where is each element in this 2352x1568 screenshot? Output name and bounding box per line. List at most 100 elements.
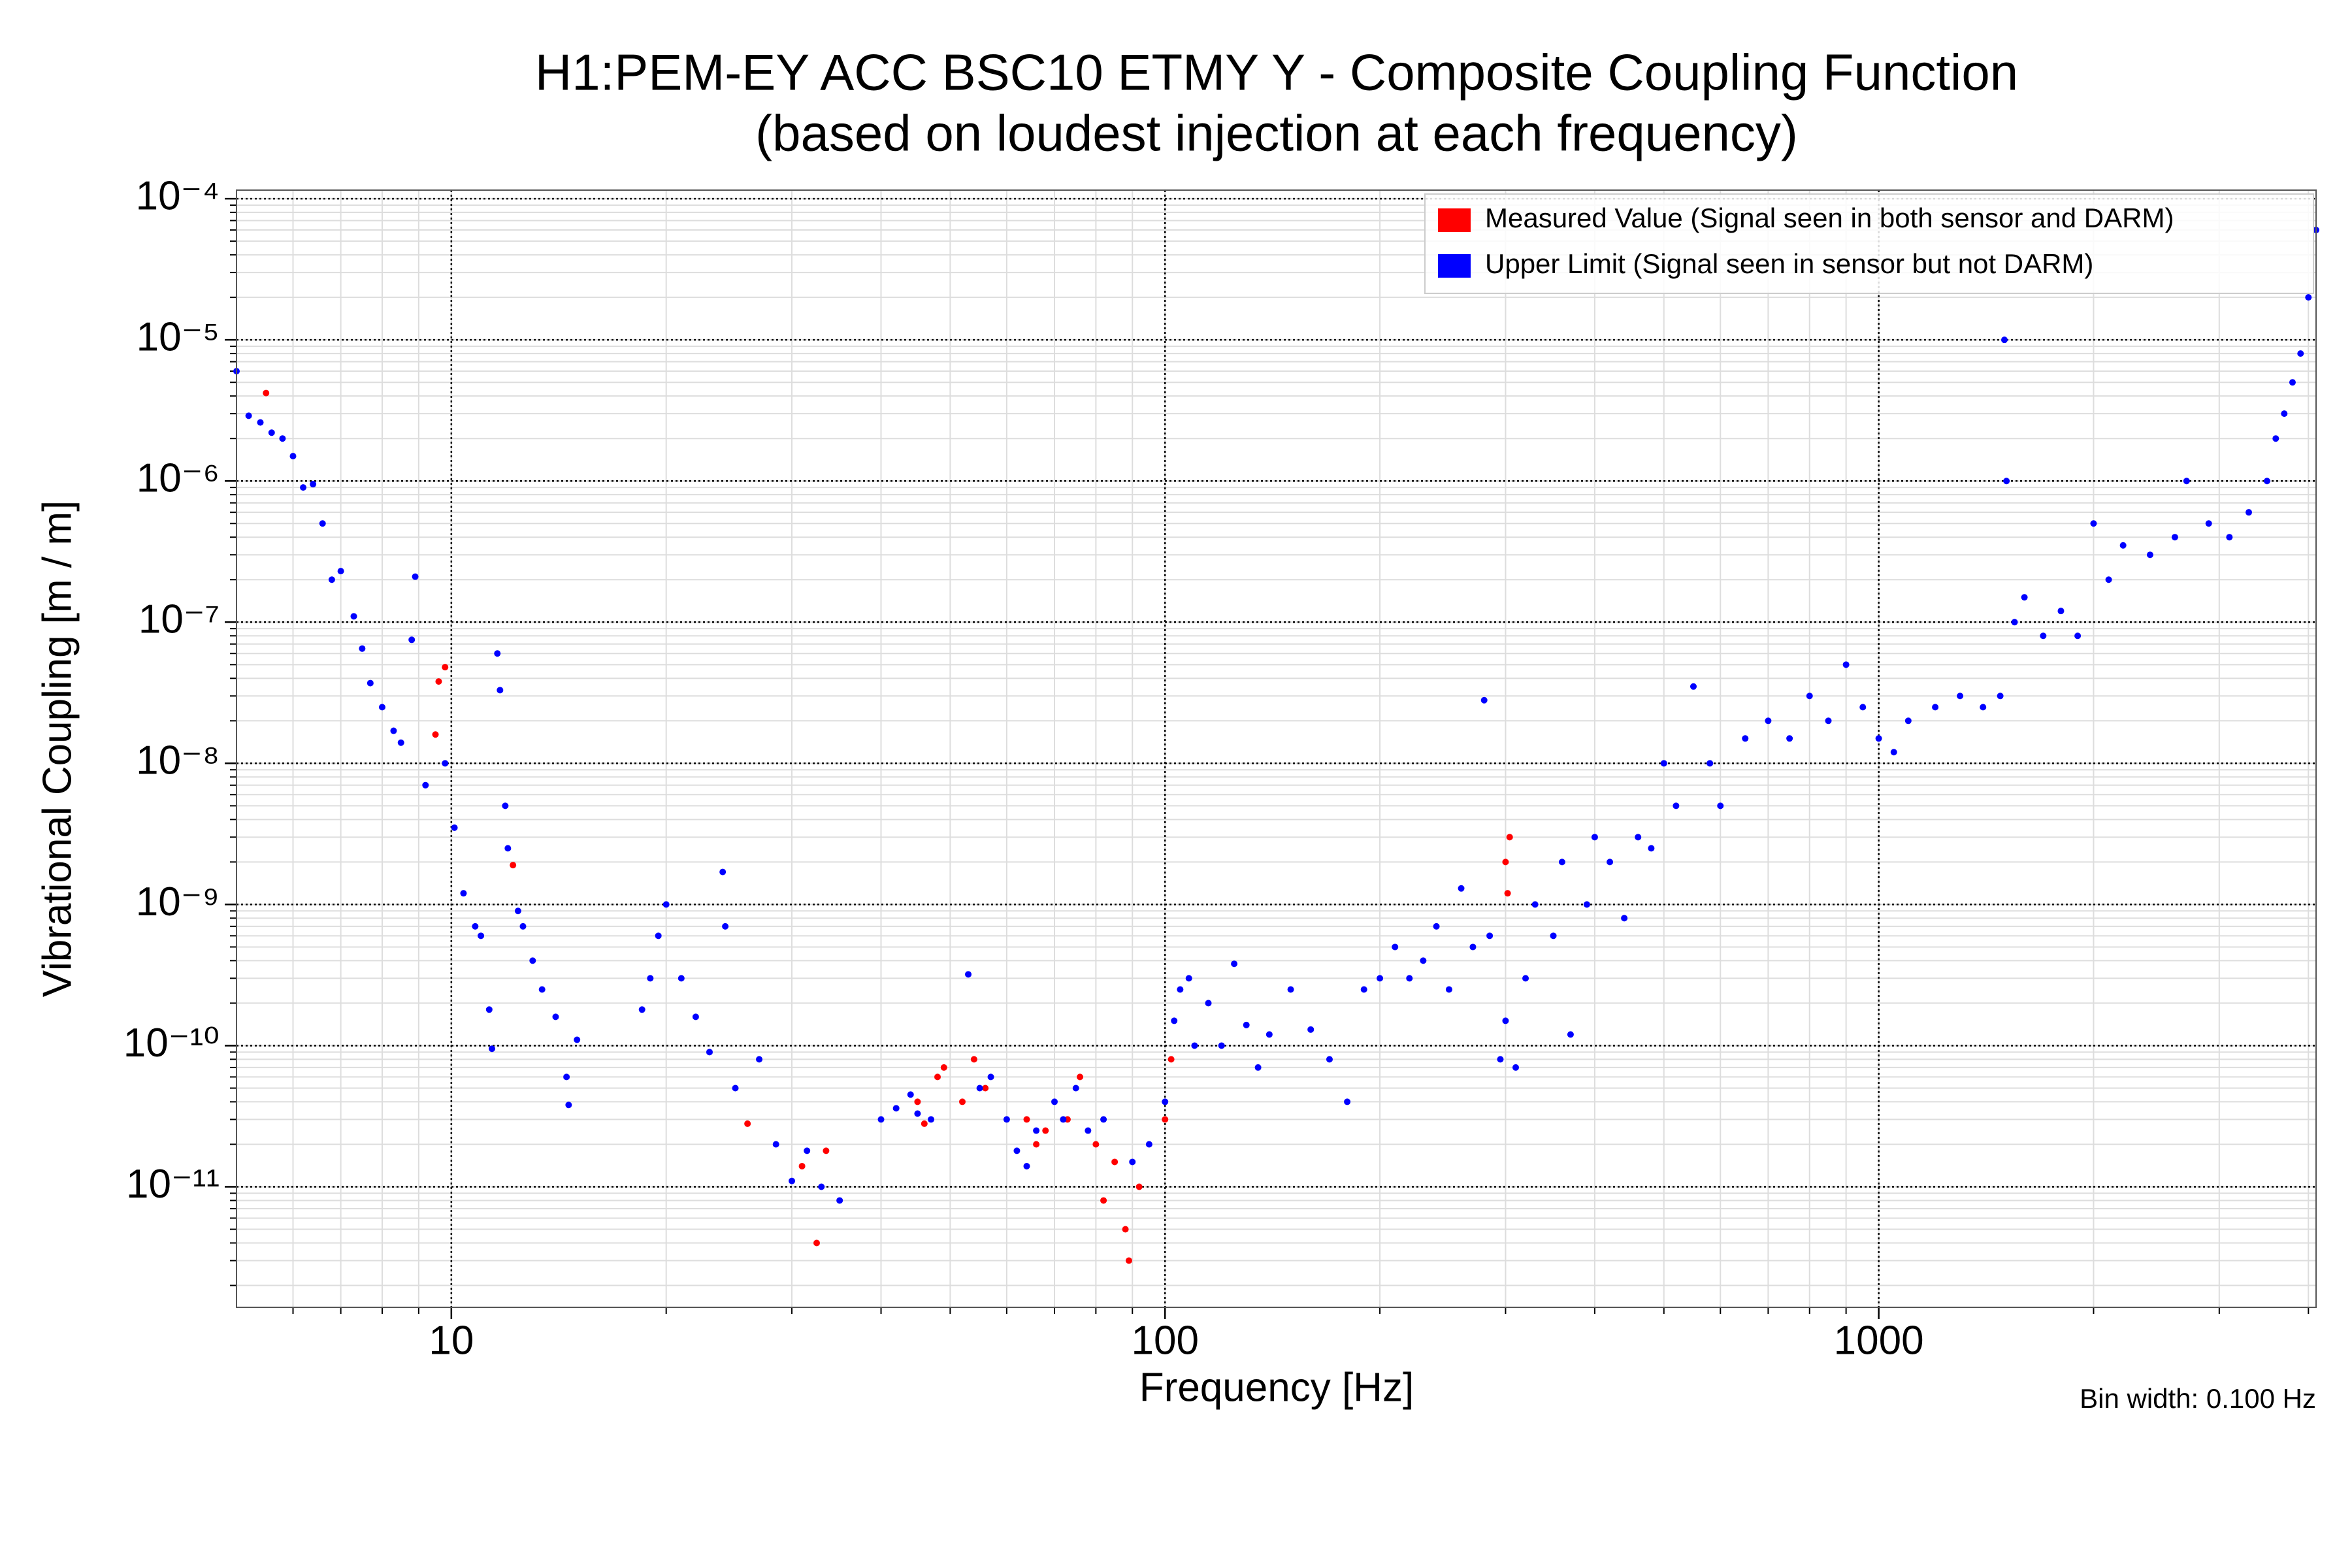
data-point — [1607, 858, 1614, 866]
data-point — [1100, 1197, 1107, 1204]
plot-frame — [236, 189, 2317, 1308]
data-point — [1085, 1127, 1092, 1134]
y-tick-label: 10⁻⁸ — [136, 738, 220, 783]
data-point — [367, 679, 374, 687]
data-point — [1218, 1042, 1225, 1049]
data-point — [678, 975, 685, 982]
data-point — [1360, 986, 1367, 993]
x-axis-label: Frequency [Hz] — [1139, 1365, 1414, 1410]
annotation: Bin width: 0.100 Hz — [2080, 1383, 2316, 1414]
data-point — [2119, 542, 2127, 549]
data-point — [337, 568, 344, 575]
data-point — [1859, 704, 1867, 711]
data-point — [1033, 1127, 1040, 1134]
data-point — [1420, 957, 1427, 964]
data-point — [1707, 760, 1714, 767]
data-point — [987, 1073, 994, 1081]
data-point — [257, 419, 264, 426]
data-point — [914, 1110, 921, 1117]
data-point — [574, 1036, 581, 1043]
data-point — [965, 971, 972, 978]
x-tick-label: 1000 — [1834, 1318, 1924, 1363]
data-point — [2040, 632, 2047, 640]
data-point — [1042, 1127, 1049, 1134]
data-point — [2297, 350, 2304, 357]
data-point — [2183, 478, 2190, 485]
data-point — [538, 986, 546, 993]
data-point — [263, 389, 270, 397]
data-point — [2001, 336, 2008, 344]
data-point — [1690, 683, 1697, 690]
data-point — [1231, 960, 1238, 968]
data-point — [970, 1056, 977, 1063]
data-point — [1621, 915, 1628, 922]
data-point — [2281, 410, 2288, 417]
data-point — [1635, 834, 1642, 841]
series — [263, 389, 1513, 1264]
data-point — [1129, 1158, 1136, 1166]
data-point — [519, 923, 527, 930]
data-point — [1550, 932, 1557, 939]
series — [233, 227, 2319, 1204]
data-point — [1326, 1056, 1333, 1063]
data-point — [1266, 1031, 1273, 1038]
y-tick-label: 10⁻⁶ — [137, 456, 220, 501]
data-point — [289, 453, 297, 460]
data-point — [2171, 534, 2178, 541]
data-point — [813, 1239, 821, 1247]
data-point — [1806, 693, 1813, 700]
data-point — [1502, 1017, 1509, 1024]
chart-subtitle: (based on loudest injection at each freq… — [755, 105, 1798, 162]
data-point — [877, 1116, 885, 1123]
data-point — [1445, 986, 1452, 993]
data-point — [940, 1064, 947, 1071]
legend-label: Measured Value (Signal seen in both sens… — [1485, 203, 2174, 233]
y-tick-label: 10⁻¹⁰ — [123, 1021, 220, 1066]
data-point — [435, 678, 442, 685]
data-point — [1957, 693, 1964, 700]
y-tick-label: 10⁻⁷ — [139, 597, 220, 642]
data-point — [529, 957, 536, 964]
data-point — [1185, 975, 1192, 982]
data-point — [310, 481, 317, 488]
data-point — [1567, 1031, 1574, 1038]
data-point — [510, 862, 517, 869]
data-point — [1742, 735, 1749, 742]
data-point — [1392, 943, 1399, 951]
data-point — [1033, 1141, 1040, 1148]
data-point — [1145, 1141, 1152, 1148]
data-point — [907, 1091, 914, 1098]
data-point — [494, 650, 501, 657]
data-point — [804, 1147, 811, 1154]
data-point — [390, 727, 397, 734]
data-point — [1433, 923, 1440, 930]
data-point — [504, 845, 512, 852]
data-point — [772, 1141, 779, 1148]
data-point — [928, 1116, 935, 1123]
data-point — [1502, 858, 1509, 866]
data-point — [2146, 551, 2153, 559]
data-point — [1875, 735, 1882, 742]
data-point — [2003, 478, 2010, 485]
data-point — [706, 1049, 713, 1056]
data-point — [1673, 802, 1680, 809]
data-point — [647, 975, 654, 982]
data-point — [1003, 1116, 1010, 1123]
data-point — [1469, 943, 1477, 951]
data-point — [921, 1120, 928, 1127]
chart-title: H1:PEM-EY ACC BSC10 ETMY Y - Composite C… — [535, 44, 2018, 101]
data-point — [565, 1102, 572, 1109]
data-point — [328, 576, 335, 583]
data-point — [934, 1073, 941, 1081]
data-point — [489, 1045, 496, 1053]
data-point — [744, 1120, 751, 1127]
data-point — [2021, 594, 2028, 601]
data-point — [1013, 1147, 1021, 1154]
data-point — [279, 435, 286, 442]
data-point — [722, 923, 729, 930]
data-point — [1023, 1116, 1030, 1123]
data-point — [1122, 1226, 1129, 1233]
data-point — [1077, 1073, 1084, 1081]
